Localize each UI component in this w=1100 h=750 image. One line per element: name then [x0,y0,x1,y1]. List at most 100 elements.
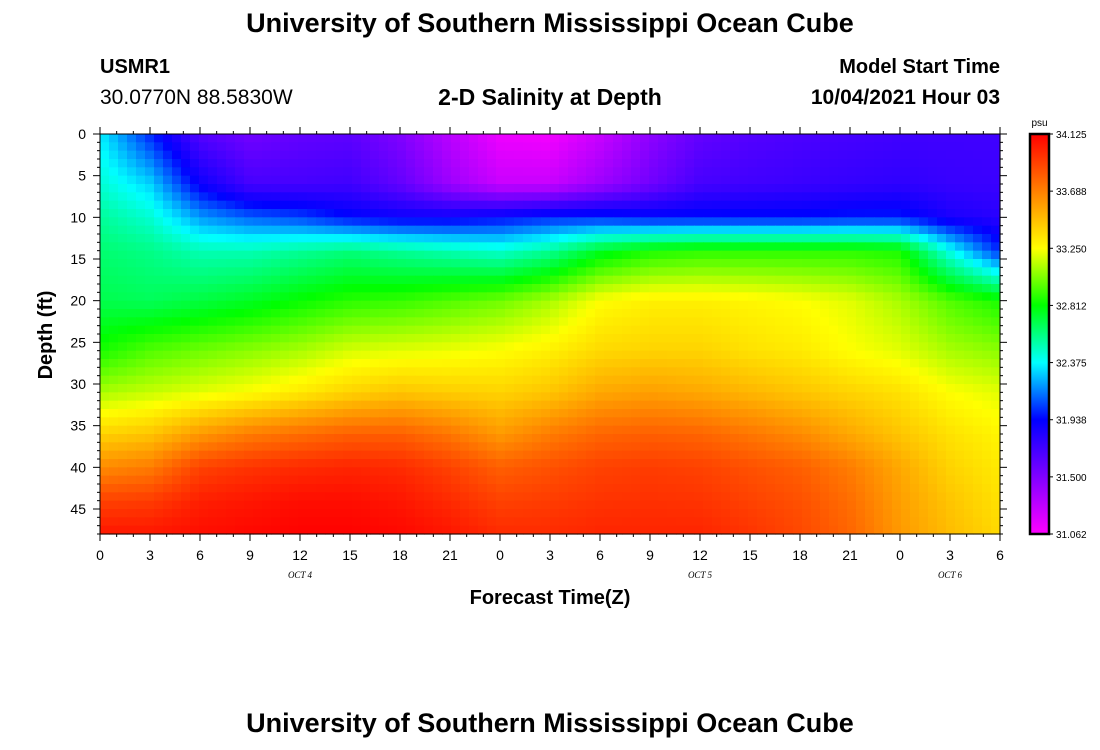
heatmap-cell [955,217,965,227]
heatmap-cell [253,275,263,285]
heatmap-cell [919,184,929,193]
heatmap-cell [946,500,956,510]
heatmap-cell [757,317,767,327]
heatmap-cell [856,367,866,377]
heatmap-cell [289,425,299,435]
heatmap-cell [541,242,551,252]
heatmap-cell [496,459,506,468]
heatmap-cell [325,442,335,452]
heatmap-cell [694,384,704,393]
heatmap-cell [442,450,452,460]
heatmap-cell [622,309,632,318]
heatmap-cell [649,517,659,527]
heatmap-cell [784,425,794,435]
heatmap-cell [874,167,884,177]
heatmap-cell [820,225,830,235]
heatmap-cell [289,467,299,477]
heatmap-cell [163,259,173,268]
heatmap-cell [370,209,380,218]
heatmap-cell [208,350,218,360]
heatmap-cell [856,517,866,527]
heatmap-cell [883,367,893,377]
heatmap-cell [649,142,659,152]
heatmap-cell [100,175,110,185]
heatmap-cell [721,517,731,527]
heatmap-cell [901,259,911,268]
heatmap-cell [487,509,497,518]
heatmap-cell [136,317,146,327]
heatmap-cell [136,400,146,410]
heatmap-cell [757,242,767,252]
heatmap-cell [919,342,929,352]
heatmap-cell [838,184,848,193]
heatmap-cell [775,467,785,477]
heatmap-cell [856,259,866,268]
heatmap-cell [280,259,290,268]
heatmap-cell [604,467,614,477]
heatmap-cell [703,459,713,468]
heatmap-cell [604,425,614,435]
heatmap-cell [973,159,983,168]
heatmap-cell [901,225,911,235]
heatmap-cell [118,192,128,202]
heatmap-cell [109,375,119,385]
heatmap-cell [433,492,443,502]
heatmap-cell [496,509,506,518]
heatmap-cell [325,209,335,218]
heatmap-cell [163,409,173,418]
heatmap-cell [217,275,227,285]
heatmap-cell [514,250,524,260]
heatmap-cell [712,217,722,227]
heatmap-cell [586,517,596,527]
heatmap-cell [883,417,893,427]
heatmap-cell [487,350,497,360]
heatmap-cell [244,325,254,335]
heatmap-cell [613,234,623,243]
heatmap-cell [730,159,740,168]
heatmap-cell [145,159,155,168]
heatmap-cell [145,342,155,352]
heatmap-cell [208,467,218,477]
heatmap-cell [226,159,236,168]
heatmap-cell [649,184,659,193]
heatmap-cell [964,250,974,260]
heatmap-cell [559,167,569,177]
heatmap-cell [685,175,695,185]
heatmap-cell [919,200,929,210]
heatmap-cell [217,459,227,468]
heatmap-cell [487,309,497,318]
heatmap-cell [397,267,407,277]
heatmap-cell [289,234,299,243]
heatmap-cell [100,434,110,443]
heatmap-cell [460,459,470,468]
heatmap-cell [154,225,164,235]
heatmap-cell [226,184,236,193]
heatmap-cell [100,525,110,535]
heatmap-cell [739,434,749,443]
heatmap-cell [865,392,875,402]
heatmap-cell [847,242,857,252]
heatmap-cell [190,425,200,435]
heatmap-cell [352,384,362,393]
heatmap-cell [604,459,614,468]
heatmap-cell [631,417,641,427]
heatmap-cell [901,300,911,310]
heatmap-cell [757,409,767,418]
heatmap-cell [316,284,326,293]
heatmap-cell [721,459,731,468]
heatmap-cell [154,384,164,393]
heatmap-cell [451,484,461,493]
heatmap-cell [676,192,686,202]
heatmap-cell [676,450,686,460]
heatmap-cell [415,367,425,377]
heatmap-cell [964,509,974,518]
heatmap-cell [559,250,569,260]
heatmap-cell [244,284,254,293]
heatmap-cell [847,342,857,352]
heatmap-cell [262,200,272,210]
heatmap-cell [424,300,434,310]
heatmap-cell [253,159,263,168]
heatmap-cell [289,259,299,268]
heatmap-cell [253,342,263,352]
heatmap-cell [532,400,542,410]
